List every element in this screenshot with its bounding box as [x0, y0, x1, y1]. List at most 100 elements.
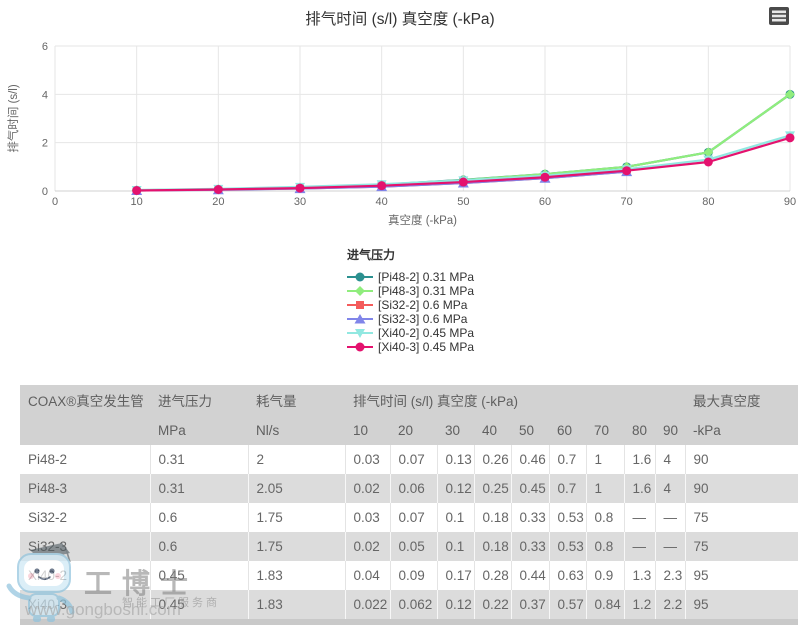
- table-cell: 0.84: [585, 590, 624, 619]
- table-cell: 0.1: [436, 532, 474, 561]
- column-subheader: 30: [445, 422, 461, 438]
- square-marker-icon: [347, 301, 373, 309]
- table-cell: 95: [684, 590, 799, 619]
- x-tick-label: 60: [539, 196, 551, 208]
- table-row-si32-2: Si32-2 0.6 1.75 0.03 0.07 0.1 0.18 0.33 0.53 0.8—…: [20, 503, 799, 532]
- x-axis-title: 真空度 (-kPa): [388, 213, 457, 227]
- table-cell: 2.3: [654, 561, 686, 590]
- table-cell: 1.3: [623, 561, 655, 590]
- table-cell: 0.37: [510, 590, 549, 619]
- circle-marker-icon: [347, 272, 373, 282]
- column-subheader: -kPa: [693, 422, 721, 438]
- table-header-row-2: MPa Nl/s 10 20 30 40 50 60 70 80 90 -kPa: [20, 415, 799, 445]
- data-point-Xi40-3[interactable]: [458, 177, 468, 187]
- legend-item-pi48-3[interactable]: [Pi48-3] 0.31 MPa: [347, 284, 474, 298]
- table-cell: 0.12: [436, 474, 474, 503]
- table-cell: 0.46: [510, 445, 549, 474]
- column-subheader: 90: [663, 422, 679, 438]
- column-subheader: [20, 415, 150, 445]
- table-cell: 4: [654, 474, 686, 503]
- table-cell: 0.7: [548, 474, 586, 503]
- hamburger-menu-icon: [769, 7, 789, 25]
- table-cell: 0.07: [389, 503, 437, 532]
- table-cell: 0.022: [344, 590, 390, 619]
- legend-item-pi48-2[interactable]: [Pi48-2] 0.31 MPa: [347, 270, 474, 284]
- legend-item-xi40-2[interactable]: [Xi40-2] 0.45 MPa: [347, 326, 474, 340]
- table-cell: 0.45: [149, 561, 248, 590]
- legend-marker-Si32-2: [356, 301, 364, 309]
- legend-label: [Xi40-2] 0.45 MPa: [378, 326, 475, 340]
- table-cell: 0.12: [436, 590, 474, 619]
- chart-legend: 进气压力 [Pi48-2] 0.31 MPa [Pi48-3] 0.31 MPa[…: [347, 246, 474, 354]
- legend-item-si32-2[interactable]: [Si32-2] 0.6 MPa: [347, 298, 474, 312]
- legend-label: [Pi48-2] 0.31 MPa: [378, 270, 475, 284]
- data-point-Xi40-3[interactable]: [295, 183, 305, 193]
- column-subheader: MPa: [158, 422, 186, 438]
- table-cell: —: [654, 532, 686, 561]
- table-cell: 0.31: [149, 445, 248, 474]
- table-cell: 0.6: [149, 532, 248, 561]
- table-cell: 0.8: [585, 503, 624, 532]
- table-cell: 0.22: [473, 590, 511, 619]
- table-cell: Pi48-3: [28, 481, 68, 496]
- column-subheader: 50: [519, 422, 535, 438]
- table-header-row-1: COAX®真空发生管 进气压力 耗气量 排气时间 (s/l) 真空度 (-kPa) 最大…: [20, 385, 799, 415]
- table-cell: 1: [585, 474, 624, 503]
- legend-item-xi40-3[interactable]: [Xi40-3] 0.45 MPa: [347, 340, 474, 354]
- x-tick-label: 40: [376, 196, 388, 208]
- data-point-Xi40-3[interactable]: [377, 181, 387, 191]
- data-point-Xi40-3[interactable]: [540, 172, 550, 182]
- table-cell: 0.09: [389, 561, 437, 590]
- y-tick-label: 6: [42, 41, 48, 53]
- table-cell: 0.45: [510, 474, 549, 503]
- data-point-Pi48-3[interactable]: [785, 89, 795, 100]
- table-cell: 0.53: [548, 532, 586, 561]
- table-cell: 1.6: [623, 474, 655, 503]
- table-cell: 0.31: [149, 474, 248, 503]
- table-cell: 1.83: [247, 561, 345, 590]
- x-tick-label: 0: [52, 196, 58, 208]
- table-cell: 0.28: [473, 561, 511, 590]
- x-tick-label: 80: [702, 196, 714, 208]
- column-header: 最大真空度: [693, 394, 761, 409]
- table-cell: Xi40-2: [28, 568, 68, 583]
- column-subheader: 70: [594, 422, 610, 438]
- legend-marker-Xi40-3: [355, 342, 365, 352]
- legend-marker-Pi48-2: [355, 272, 365, 282]
- x-tick-label: 50: [457, 196, 469, 208]
- data-point-Xi40-3[interactable]: [213, 185, 223, 195]
- data-point-Xi40-3[interactable]: [703, 157, 713, 167]
- table-cell: 0.63: [548, 561, 586, 590]
- table-cell: 1.75: [247, 532, 345, 561]
- table-cell: 0.44: [510, 561, 549, 590]
- legend-label: [Pi48-3] 0.31 MPa: [378, 284, 475, 298]
- legend-marker-Xi40-2: [355, 329, 365, 338]
- table-cell: 95: [684, 561, 799, 590]
- data-point-Xi40-3[interactable]: [785, 133, 795, 143]
- table-cell: 1.75: [247, 503, 345, 532]
- table-cell: 0.06: [389, 474, 437, 503]
- table-cell: 0.33: [510, 532, 549, 561]
- x-tick-label: 90: [784, 196, 796, 208]
- data-point-Pi48-3[interactable]: [703, 147, 714, 158]
- y-tick-label: 0: [42, 186, 48, 198]
- column-subheader: 40: [482, 422, 498, 438]
- data-point-Xi40-3[interactable]: [622, 166, 632, 176]
- table-cell: 0.7: [548, 445, 586, 474]
- column-subheader: 10: [353, 422, 369, 438]
- data-point-Xi40-3[interactable]: [132, 185, 142, 195]
- chart: 排气时间 (s/l) 真空度 (-kPa) 0 10 20 30 40 50 60 70 80 90…: [6, 6, 796, 354]
- table-cell: 0.45: [149, 590, 248, 619]
- legend-label: [Xi40-3] 0.45 MPa: [378, 340, 475, 354]
- chart-context-menu-button[interactable]: [767, 6, 791, 26]
- table-cell: 0.03: [344, 503, 390, 532]
- table-row-si32-3: Si32-3 0.6 1.75 0.02 0.05 0.1 0.18 0.33 0.53 0.8—…: [20, 532, 799, 561]
- column-subheader: 60: [557, 422, 573, 438]
- legend-item-si32-3[interactable]: [Si32-3] 0.6 MPa: [347, 312, 474, 326]
- column-header: 进气压力: [158, 394, 212, 409]
- table-cell: 0.9: [585, 561, 624, 590]
- table-cell: 0.02: [344, 532, 390, 561]
- table-cell: 0.02: [344, 474, 390, 503]
- table-cell: 0.05: [389, 532, 437, 561]
- column-header: COAX®真空发生管: [28, 394, 144, 409]
